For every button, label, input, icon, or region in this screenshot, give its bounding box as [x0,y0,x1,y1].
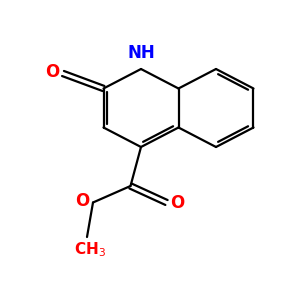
Text: O: O [75,192,89,210]
Text: O: O [170,194,184,211]
Text: CH$_3$: CH$_3$ [74,240,106,259]
Text: NH: NH [127,44,155,62]
Text: O: O [45,63,59,81]
